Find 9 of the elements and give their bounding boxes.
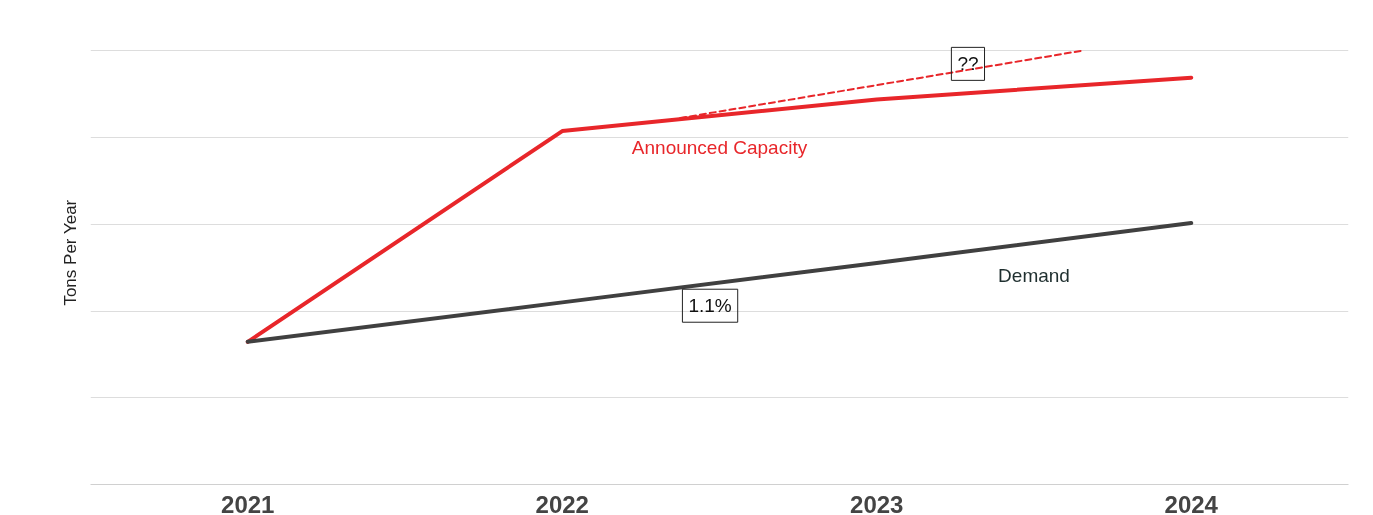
- y-axis-title: Tons Per Year: [60, 199, 80, 306]
- x-tick-label: 2021: [221, 490, 275, 515]
- series-label: Announced Capacity: [631, 137, 808, 159]
- x-tick-label: 2022: [535, 490, 589, 515]
- annotation: 1.1%: [688, 295, 732, 317]
- x-tick-label: 2023: [850, 490, 904, 515]
- x-tick-label: 2024: [1164, 490, 1219, 515]
- annotation: ??: [957, 53, 979, 75]
- series-label: Demand: [998, 264, 1070, 286]
